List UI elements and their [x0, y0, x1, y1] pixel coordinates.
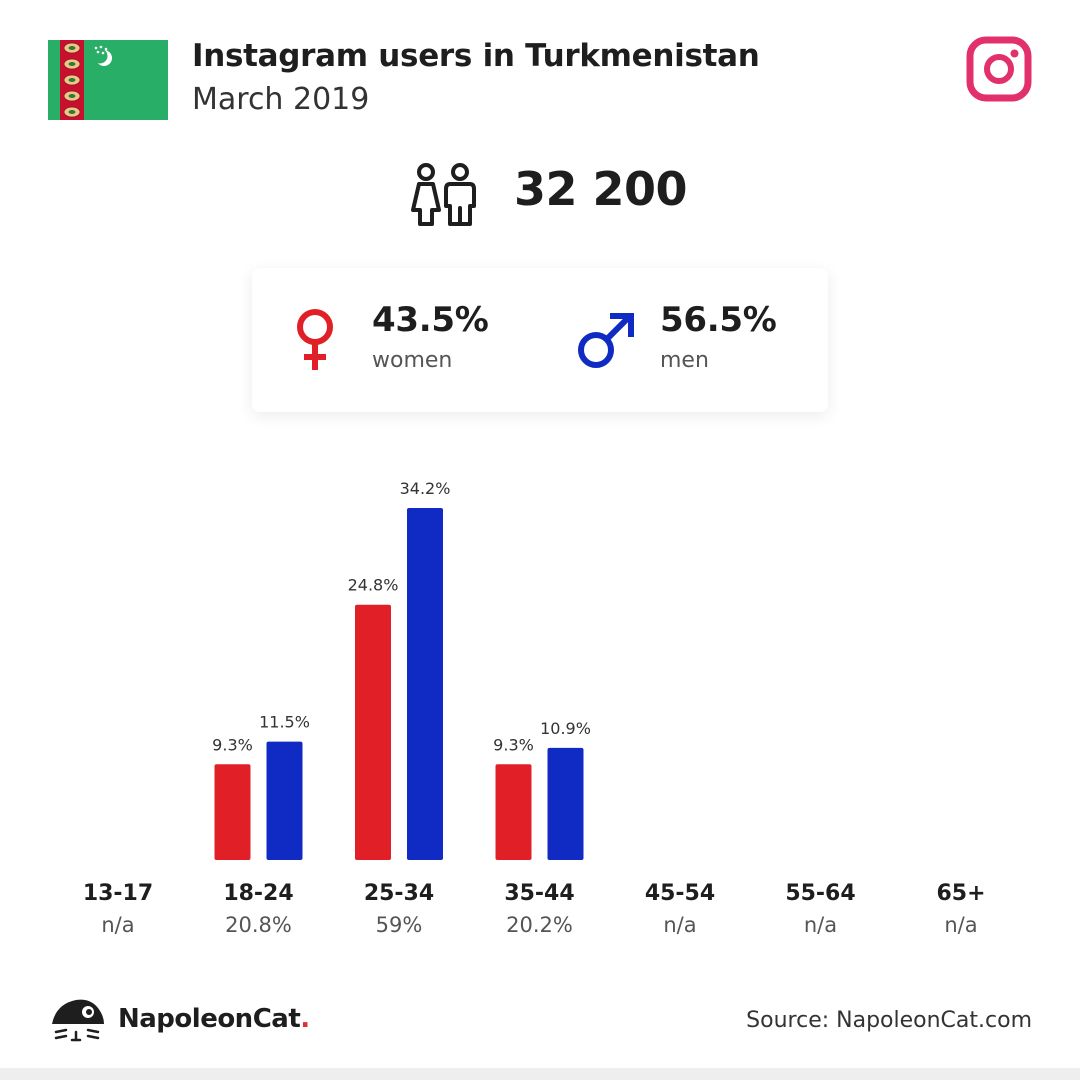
- age-group-45-54: 45-54 n/a: [645, 881, 715, 937]
- age-group-25-34: 24.8% 34.2% 25-34 59%: [348, 479, 451, 937]
- age-gender-bar-chart: 13-17 n/a 9.3% 11.5% 18-24 20.8% 24.8% 34.2% 25-…: [83, 479, 986, 937]
- total-users-value: 32 200: [514, 162, 688, 216]
- turkmenistan-flag-icon: [48, 40, 168, 120]
- data-label-women-25-34: 24.8%: [348, 576, 399, 595]
- bar-men-35-44: [547, 747, 584, 860]
- category-label-25-34: 25-34: [364, 881, 434, 906]
- brand-dot: .: [300, 1004, 310, 1034]
- napoleoncat-logo-icon: [52, 999, 104, 1042]
- category-total-18-24: 20.8%: [225, 913, 292, 937]
- instagram-icon: [966, 36, 1032, 102]
- age-group-35-44: 9.3% 10.9% 35-44 20.2%: [493, 719, 591, 937]
- women-label: women: [372, 348, 453, 373]
- category-total-65+: n/a: [944, 913, 977, 937]
- men-percent: 56.5%: [660, 300, 777, 340]
- women-percent: 43.5%: [372, 300, 489, 340]
- bar-men-18-24: [266, 741, 303, 860]
- men-label: men: [660, 348, 709, 373]
- category-total-13-17: n/a: [101, 913, 134, 937]
- age-group-65plus: 65+ n/a: [936, 881, 985, 937]
- category-label-45-54: 45-54: [645, 881, 715, 906]
- brand-name-text: NapoleonCat: [118, 1004, 301, 1034]
- category-label-35-44: 35-44: [504, 881, 574, 906]
- data-label-men-25-34: 34.2%: [400, 479, 451, 498]
- brand-name: NapoleonCat.: [118, 1004, 310, 1034]
- category-total-25-34: 59%: [376, 913, 423, 937]
- category-label-65+: 65+: [936, 881, 985, 906]
- bar-men-25-34: [407, 508, 443, 860]
- data-label-women-18-24: 9.3%: [212, 735, 253, 754]
- source-text: Source: NapoleonCat.com: [746, 1008, 1032, 1033]
- bottom-strip: [0, 1068, 1080, 1080]
- bar-women-25-34: [355, 604, 391, 860]
- bar-women-35-44: [495, 764, 532, 860]
- age-group-55-64: 55-64 n/a: [785, 881, 855, 937]
- people-icon: [411, 163, 476, 226]
- category-label-55-64: 55-64: [785, 881, 855, 906]
- category-total-35-44: 20.2%: [506, 913, 573, 937]
- female-symbol-icon: [297, 309, 333, 370]
- data-label-women-35-44: 9.3%: [493, 735, 534, 754]
- gender-card: 43.5% women 56.5% men: [252, 268, 828, 412]
- age-group-18-24: 9.3% 11.5% 18-24 20.8%: [212, 713, 310, 937]
- data-label-men-35-44: 10.9%: [540, 719, 591, 738]
- chart-title: Instagram users in Turkmenistan: [192, 38, 760, 74]
- category-total-45-54: n/a: [663, 913, 696, 937]
- chart-subtitle: March 2019: [192, 82, 370, 117]
- category-total-55-64: n/a: [804, 913, 837, 937]
- data-label-men-18-24: 11.5%: [259, 713, 310, 732]
- age-group-13-17: 13-17 n/a: [83, 881, 153, 937]
- bar-women-18-24: [214, 764, 251, 860]
- category-label-13-17: 13-17: [83, 881, 153, 906]
- male-symbol-icon: [578, 313, 634, 368]
- category-label-18-24: 18-24: [223, 881, 293, 906]
